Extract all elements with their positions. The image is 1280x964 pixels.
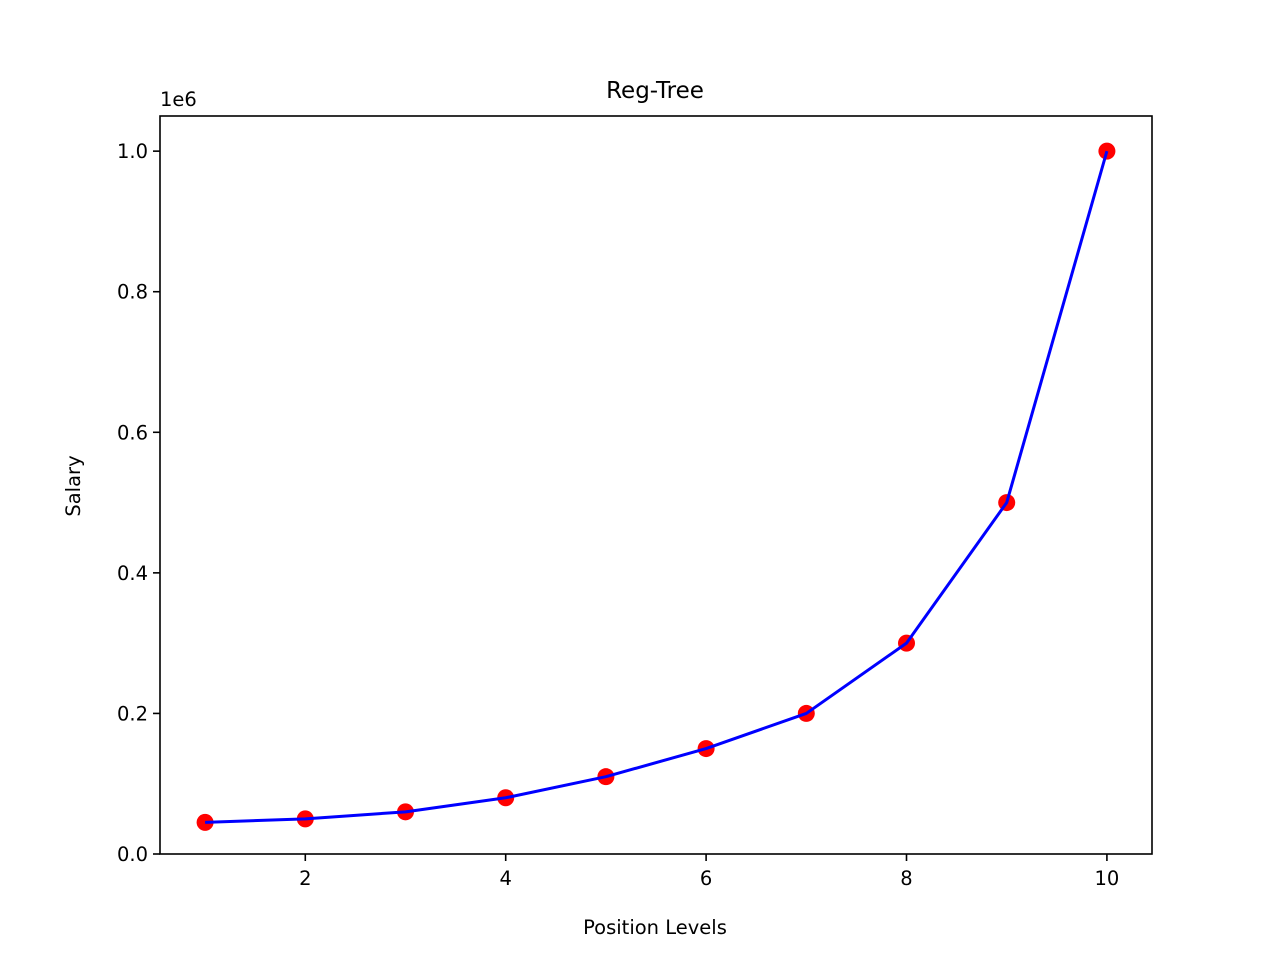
series-line (205, 150, 1109, 824)
x-axis-ticks: 2 4 6 8 10 (299, 854, 1119, 890)
plot-area (196, 142, 1116, 831)
x-tick-label: 10 (1094, 867, 1119, 890)
y-tick-label: 0.4 (117, 562, 148, 585)
x-tick-label: 4 (499, 867, 511, 890)
y-axis-label: Salary (62, 455, 85, 516)
y-tick-label: 0.2 (117, 702, 148, 725)
y-axis-ticks: 0.0 0.2 0.4 0.6 0.8 1.0 (117, 140, 160, 866)
x-tick-label: 2 (299, 867, 311, 890)
y-tick-label: 0.6 (117, 421, 148, 444)
y-tick-label: 0.8 (117, 281, 148, 304)
y-tick-label: 0.0 (117, 843, 148, 866)
axes-frame (159, 115, 1153, 855)
x-tick-label: 8 (900, 867, 912, 890)
y-tick-label: 1.0 (117, 140, 148, 163)
x-tick-label: 6 (700, 867, 712, 890)
chart-title: Reg-Tree (606, 78, 704, 104)
x-axis-label: Position Levels (583, 916, 727, 939)
y-axis-offset-label: 1e6 (160, 88, 197, 111)
